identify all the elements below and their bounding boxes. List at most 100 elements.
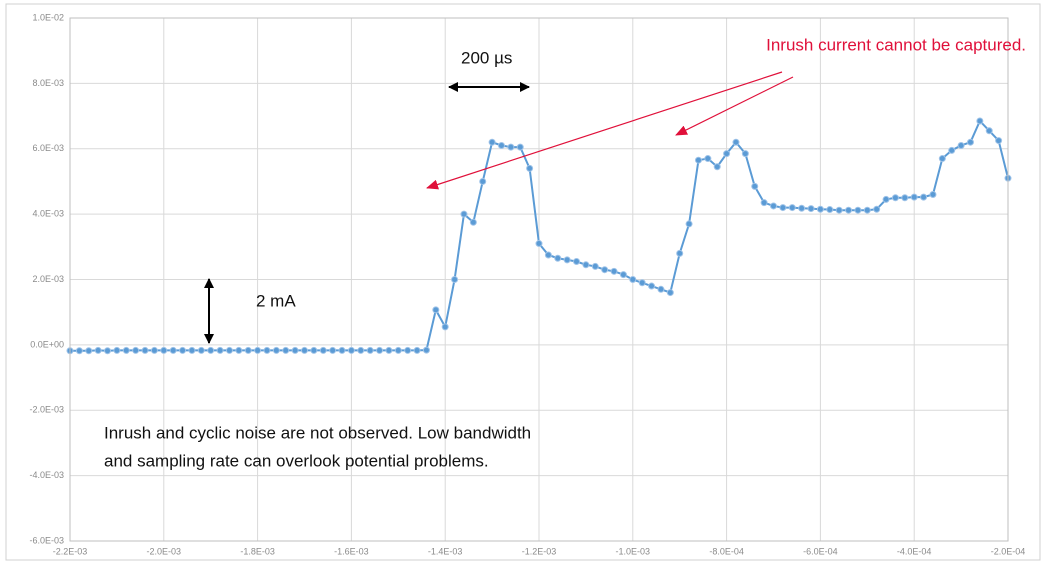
data-point bbox=[629, 276, 637, 283]
data-point bbox=[554, 254, 562, 262]
arrow bbox=[675, 76, 794, 136]
data-point bbox=[863, 206, 871, 214]
data-point bbox=[563, 256, 571, 264]
data-point bbox=[216, 346, 224, 354]
data-point bbox=[451, 276, 459, 283]
y-tick-label: 8.0E-03 bbox=[32, 78, 64, 88]
x-tick-label: -1.0E-03 bbox=[616, 546, 651, 556]
x-tick-label: -6.0E-04 bbox=[803, 546, 838, 556]
data-point bbox=[751, 182, 759, 190]
x-tick-label: -1.8E-03 bbox=[240, 546, 275, 556]
data-point bbox=[685, 220, 693, 228]
data-point bbox=[338, 346, 346, 354]
data-point bbox=[197, 346, 205, 354]
annotation: 2 mA bbox=[256, 291, 296, 310]
annotation: 200 µs bbox=[461, 48, 512, 67]
y-tick-label: -6.0E-03 bbox=[29, 535, 64, 545]
x-tick-label: -4.0E-04 bbox=[897, 546, 932, 556]
data-point bbox=[469, 218, 477, 226]
data-point bbox=[573, 258, 581, 266]
y-tick-label: -4.0E-03 bbox=[29, 470, 64, 480]
data-point bbox=[694, 156, 702, 164]
x-tick-label: -2.0E-03 bbox=[147, 546, 182, 556]
data-point bbox=[873, 205, 881, 213]
data-point bbox=[648, 282, 656, 290]
data-point bbox=[779, 204, 787, 212]
data-point bbox=[291, 346, 299, 354]
data-point bbox=[920, 193, 928, 201]
plot bbox=[66, 117, 1012, 355]
data-point bbox=[882, 195, 890, 203]
data-point bbox=[666, 289, 674, 297]
data-point bbox=[638, 279, 646, 287]
data-point bbox=[582, 261, 590, 269]
data-point bbox=[422, 346, 430, 354]
note: and sampling rate can overlook potential… bbox=[104, 451, 489, 470]
data-point bbox=[826, 206, 834, 214]
x-tick-label: -1.2E-03 bbox=[522, 546, 557, 556]
data-point bbox=[704, 155, 712, 163]
data-point bbox=[225, 346, 233, 354]
y-tick-label: -2.0E-03 bbox=[29, 405, 64, 415]
data-point bbox=[254, 346, 262, 354]
data-point bbox=[160, 346, 168, 354]
data-point bbox=[179, 346, 187, 354]
data-point bbox=[741, 150, 749, 158]
data-point bbox=[591, 262, 599, 270]
y-tick-label: 1.0E-02 bbox=[32, 12, 64, 22]
data-point bbox=[516, 143, 524, 151]
data-point bbox=[845, 206, 853, 214]
y-tick-label: 0.0E+00 bbox=[30, 339, 64, 349]
data-point bbox=[497, 141, 505, 149]
data-point bbox=[770, 202, 777, 210]
data-point bbox=[957, 141, 965, 149]
data-point bbox=[94, 346, 102, 354]
note: Inrush and cyclic noise are not observed… bbox=[104, 423, 531, 442]
data-point bbox=[357, 346, 365, 354]
data-point bbox=[901, 194, 909, 202]
plot-border bbox=[69, 17, 1009, 542]
data-point bbox=[188, 346, 196, 354]
data-point bbox=[488, 138, 496, 146]
data-point bbox=[347, 346, 355, 354]
data-point bbox=[835, 206, 843, 214]
data-point bbox=[263, 346, 271, 354]
data-point bbox=[891, 194, 899, 202]
data-point bbox=[619, 271, 627, 279]
data-point bbox=[394, 346, 402, 354]
annotation: Inrush current cannot be captured. bbox=[766, 35, 1026, 54]
data-point bbox=[113, 346, 121, 354]
x-tick-label: -8.0E-04 bbox=[709, 546, 744, 556]
data-point bbox=[310, 346, 318, 354]
data-point bbox=[479, 177, 487, 185]
data-point bbox=[601, 266, 609, 274]
arrow bbox=[426, 71, 783, 190]
data-point bbox=[329, 346, 337, 354]
data-point bbox=[385, 346, 393, 354]
data-point bbox=[544, 251, 552, 259]
data-point bbox=[854, 206, 862, 214]
chart-frame bbox=[5, 3, 1041, 561]
data-point bbox=[929, 191, 937, 199]
data-point bbox=[985, 127, 993, 135]
data-point bbox=[732, 138, 740, 146]
data-point bbox=[807, 205, 815, 213]
y-tick-label: 2.0E-03 bbox=[32, 274, 64, 284]
data-point bbox=[676, 249, 684, 257]
data-point bbox=[788, 204, 796, 212]
x-tick-label: -1.6E-03 bbox=[334, 546, 369, 556]
y-tick-label: 4.0E-03 bbox=[32, 209, 64, 219]
x-tick-label: -2.0E-04 bbox=[991, 546, 1026, 556]
data-point bbox=[150, 346, 158, 354]
data-point bbox=[366, 346, 374, 354]
data-point bbox=[75, 347, 83, 355]
data-point bbox=[235, 346, 243, 354]
data-point bbox=[207, 346, 215, 354]
data-point bbox=[404, 346, 412, 354]
data-point bbox=[713, 163, 721, 171]
data-point bbox=[169, 346, 177, 354]
data-point bbox=[938, 155, 946, 163]
data-point bbox=[376, 346, 384, 354]
